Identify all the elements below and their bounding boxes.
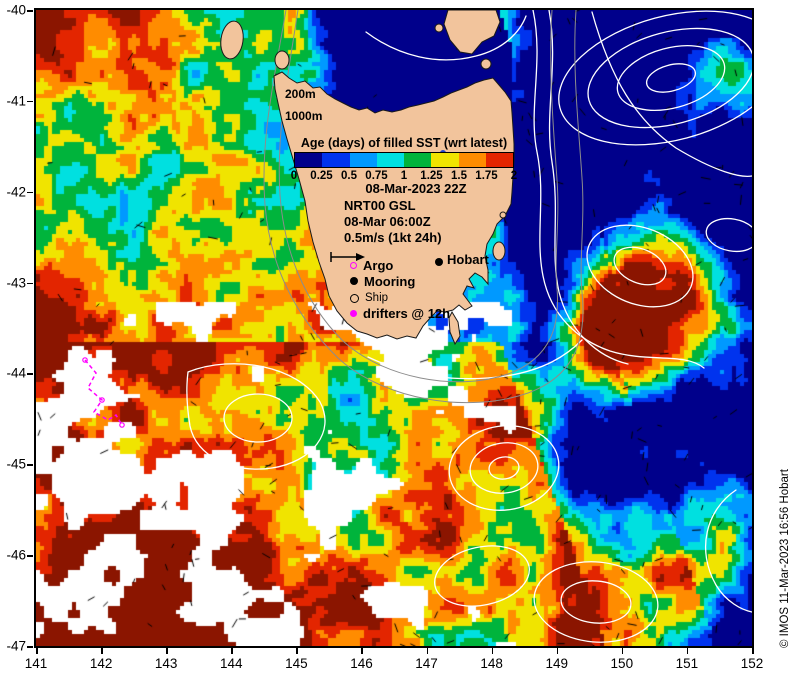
- velocity-scale-arrow: [330, 252, 365, 262]
- x-tick-mark: [231, 648, 233, 654]
- argo-marker-icon: [350, 261, 357, 269]
- depth-label-1000m: 1000m: [285, 109, 323, 123]
- colorbar-tick-label: 1.25: [420, 170, 443, 182]
- hunter-island: [274, 50, 290, 70]
- x-tick-mark: [101, 648, 103, 654]
- y-tick-mark: [27, 555, 33, 557]
- x-tick-label: 145: [285, 656, 308, 671]
- x-tick-mark: [686, 648, 689, 654]
- y-tick-mark: [27, 464, 33, 466]
- drifter-track: [82, 357, 125, 428]
- x-tick-label: 141: [24, 656, 48, 671]
- colorbar-segment: [431, 153, 459, 167]
- small-island: [434, 23, 444, 33]
- legend-item-argo: Argo: [350, 257, 394, 273]
- x-tick-mark: [361, 648, 363, 654]
- drifter-marker-icon: [350, 309, 357, 317]
- small-island: [499, 211, 507, 219]
- tasmania-outline: [273, 71, 515, 340]
- king-island: [220, 20, 244, 60]
- y-tick-label: -46: [6, 547, 26, 563]
- x-tick-mark: [296, 648, 298, 654]
- colorbar-segment: [485, 153, 513, 167]
- colorbar-segment: [376, 153, 404, 167]
- legend-label: Mooring: [364, 273, 416, 289]
- colorbar-tick-label: 1.5: [451, 170, 467, 182]
- x-tick-label: 144: [220, 656, 243, 671]
- model-time-label: 08-Mar 06:00Z: [344, 214, 431, 229]
- y-tick-label: -40: [6, 2, 26, 18]
- hobart-label: Hobart: [447, 252, 489, 267]
- y-tick-mark: [27, 282, 33, 285]
- y-tick-mark: [27, 10, 33, 12]
- x-tick-label: 149: [545, 656, 568, 671]
- legend-item-drifters: drifters @ 12h: [350, 305, 451, 321]
- map-plot-area: 200m 1000m Age (days) of filled SST (wrt…: [34, 8, 754, 648]
- colorbar-tick-label: 0.5: [341, 170, 357, 182]
- y-tick-label: -43: [6, 275, 26, 291]
- y-tick-label: -41: [6, 93, 26, 109]
- colorbar-segment: [295, 153, 323, 167]
- model-name-label: NRT00 GSL: [344, 198, 416, 213]
- x-tick-mark: [36, 648, 38, 654]
- colorbar-tick-label: 1: [400, 170, 408, 182]
- depth-label-200m: 200m: [285, 87, 316, 101]
- x-tick-label: 152: [740, 656, 764, 671]
- colorbar-segment: [322, 153, 350, 167]
- hobart-marker: [435, 258, 443, 266]
- colorbar-segment: [349, 153, 377, 167]
- analysis-time-label: 08-Mar-2023 22Z: [365, 181, 467, 196]
- y-tick-label: -45: [6, 456, 26, 472]
- x-tick-label: 150: [610, 656, 634, 671]
- y-tick-label: -42: [6, 184, 26, 200]
- y-tick-mark: [27, 100, 33, 103]
- colorbar-tick-label: 2: [510, 170, 518, 182]
- x-tick-label: 148: [480, 656, 503, 671]
- legend-label: drifters @ 12h: [363, 305, 451, 321]
- tasmania-landmass: [220, 10, 515, 346]
- y-tick-label: -47: [6, 638, 26, 654]
- colorbar-strip: [294, 152, 514, 168]
- velocity-scale-label: 0.5m/s (1kt 24h): [344, 230, 442, 245]
- x-tick-label: 143: [154, 656, 178, 671]
- ship-marker-icon: [350, 293, 359, 303]
- x-tick-mark: [426, 648, 429, 654]
- x-tick-label: 147: [415, 656, 438, 671]
- x-tick-mark: [556, 648, 559, 654]
- x-tick-label: 151: [675, 656, 699, 671]
- colorbar-segment: [458, 153, 486, 167]
- map-overlay: [82, 10, 752, 643]
- colorbar-title: Age (days) of filled SST (wrt latest): [300, 136, 508, 150]
- maria-island: [492, 241, 506, 261]
- y-tick-mark: [27, 191, 33, 194]
- legend-item-mooring: Mooring: [350, 273, 416, 289]
- x-tick-mark: [621, 648, 624, 654]
- colorbar-tick-label: 0.25: [310, 170, 333, 182]
- y-tick-mark: [27, 646, 33, 648]
- legend-item-ship: Ship: [350, 291, 388, 305]
- legend-label: Ship: [365, 292, 389, 304]
- y-tick-label: -44: [6, 365, 26, 381]
- colorbar-tick-labels: 0 0.25 0.5 0.75 1 1.25 1.5 1.75 2: [290, 170, 518, 184]
- colorbar-tick-label: 0.75: [365, 170, 388, 182]
- mooring-marker-icon: [350, 277, 358, 285]
- y-tick-mark: [27, 373, 33, 375]
- copyright-text: © IMOS 11-Mar-2023 16:56 Hobart: [779, 469, 791, 648]
- bathymetry-contours: [263, 10, 584, 404]
- legend-label: Argo: [363, 257, 394, 273]
- x-tick-label: 142: [89, 656, 113, 671]
- furneaux-islands: [443, 10, 501, 55]
- small-island: [480, 58, 492, 70]
- x-tick-mark: [491, 648, 494, 654]
- colorbar-tick-label: 1.75: [475, 170, 498, 182]
- x-tick-label: 146: [350, 656, 373, 671]
- ssh-contours: [186, 10, 752, 643]
- x-tick-mark: [752, 648, 754, 654]
- colorbar-segment: [404, 153, 432, 167]
- colorbar-tick-label: 0: [290, 170, 298, 182]
- bruny-island: [448, 310, 461, 346]
- x-tick-mark: [166, 648, 168, 654]
